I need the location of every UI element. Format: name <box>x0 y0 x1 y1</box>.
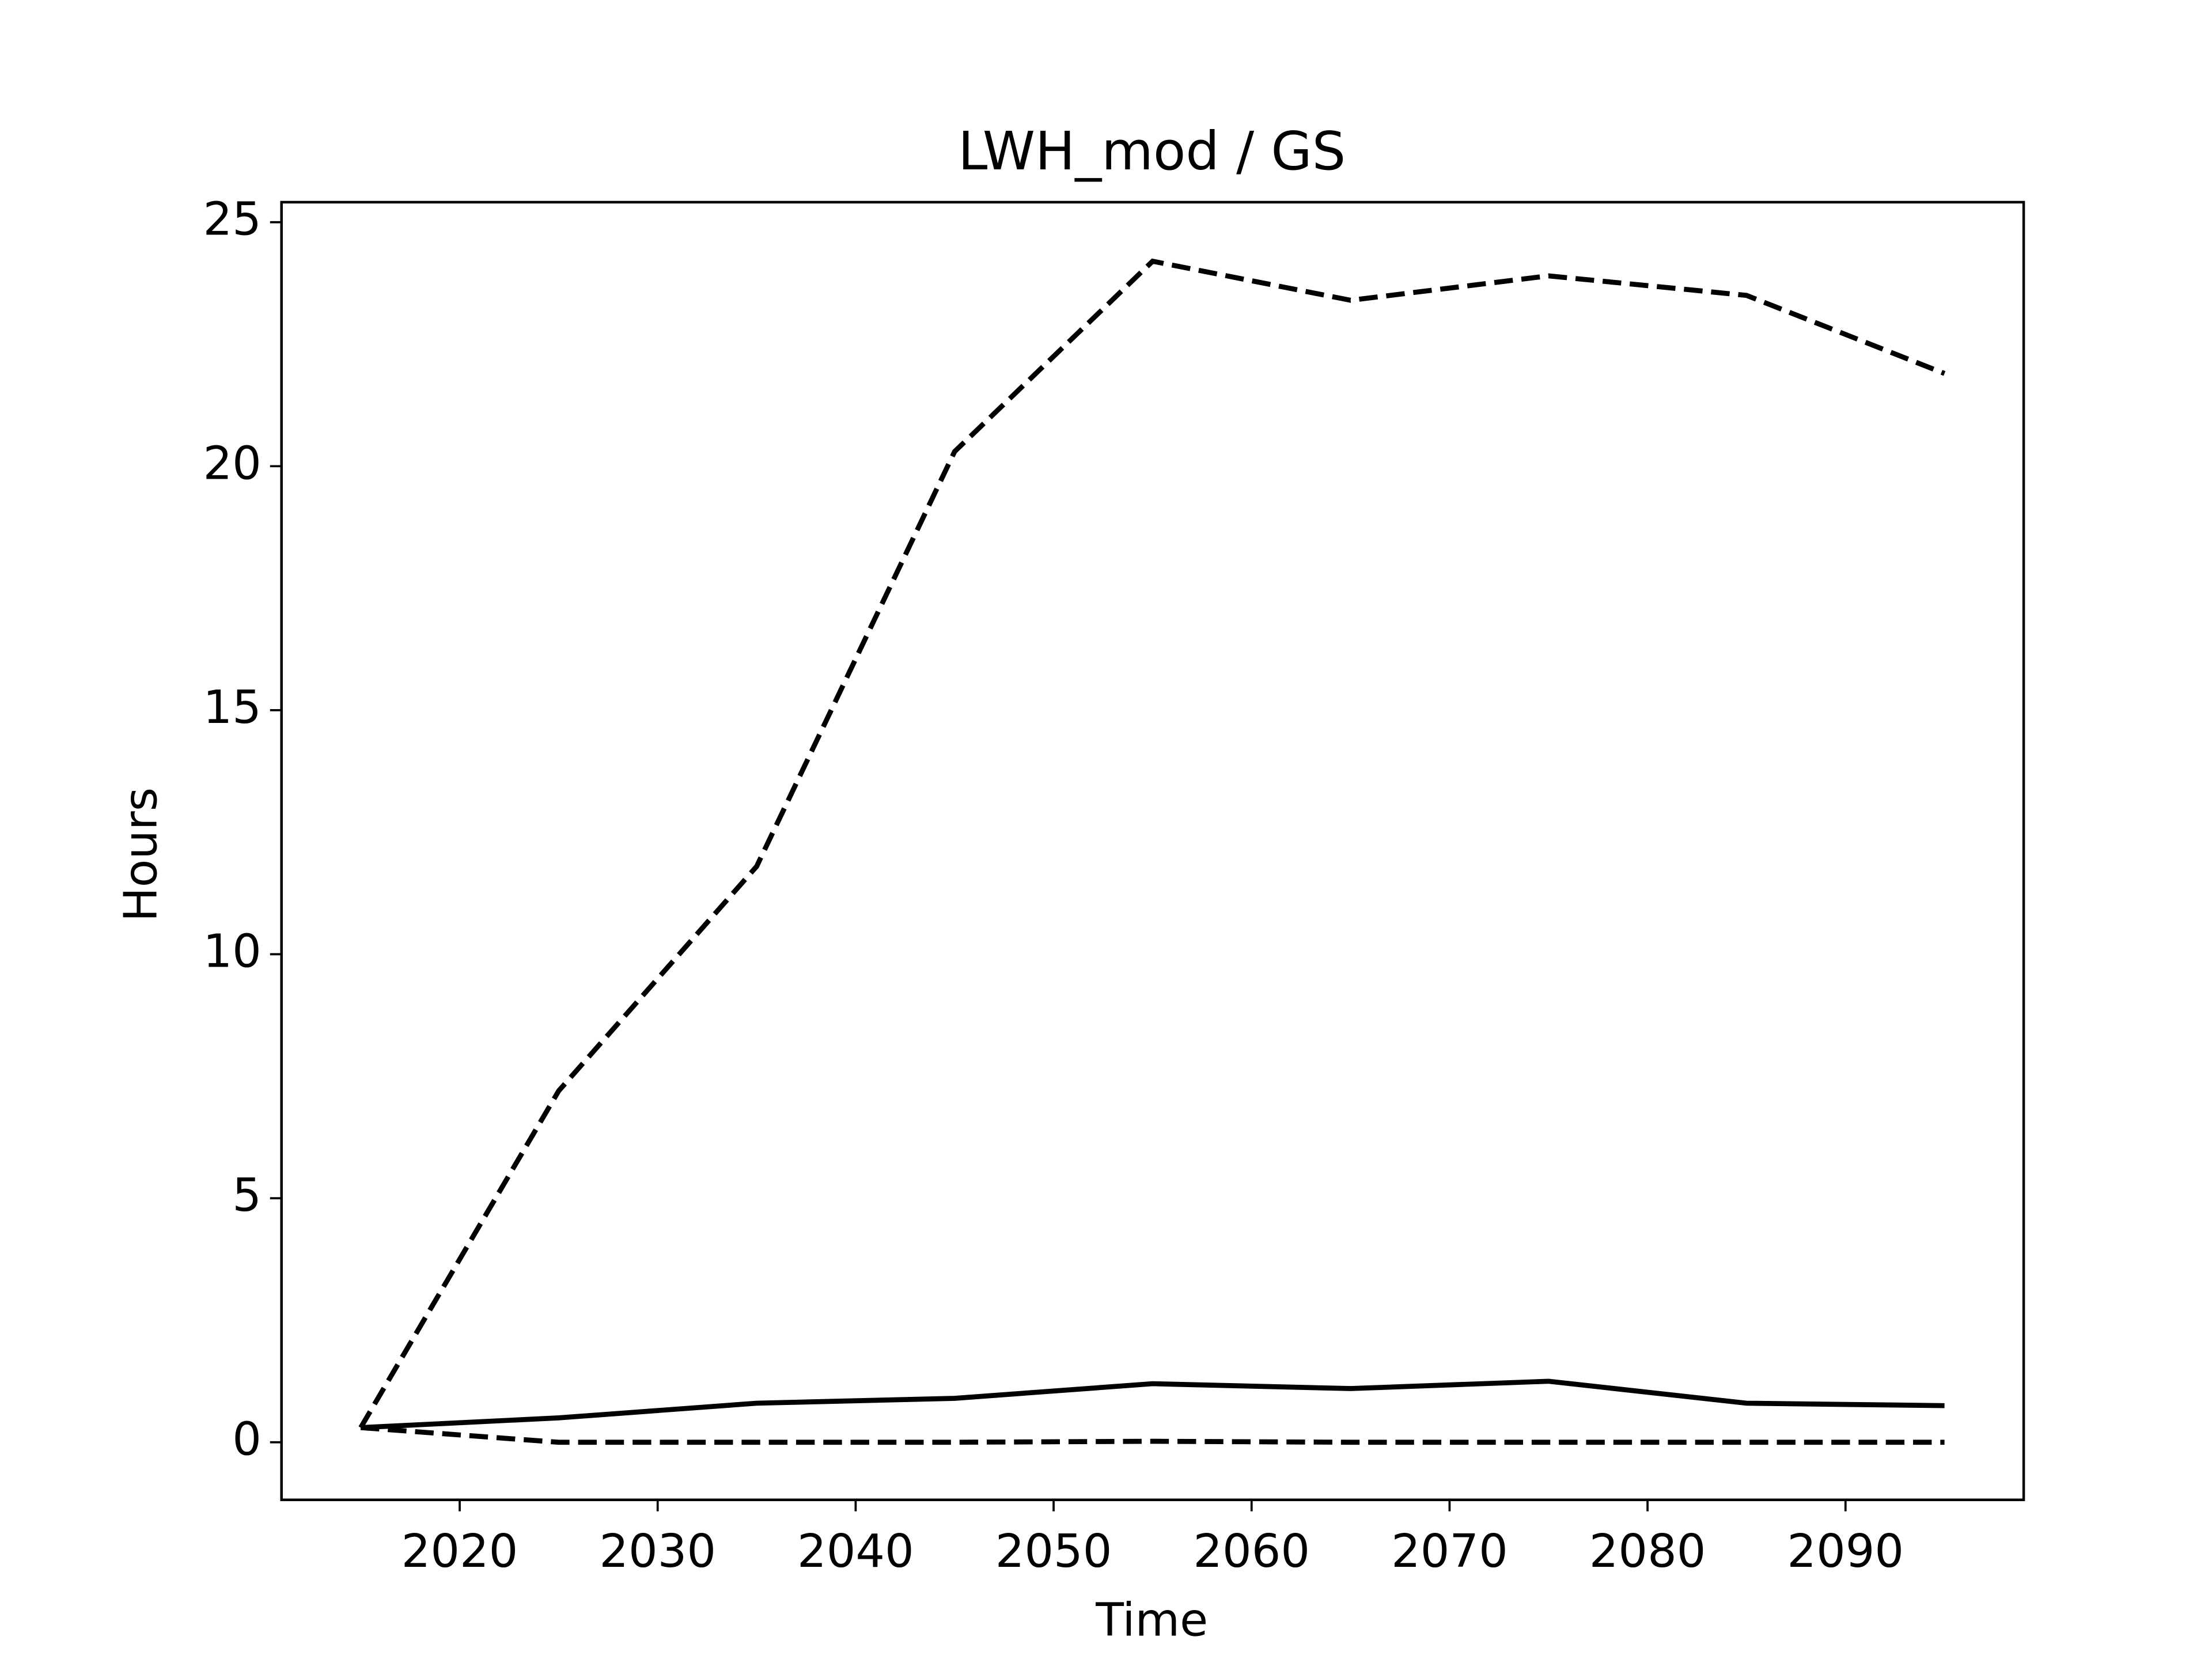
line-series <box>360 1425 1945 1445</box>
x-tick-label: 2030 <box>599 1524 716 1578</box>
plot-frame <box>280 200 2025 1501</box>
y-tick-label: 20 <box>203 436 262 490</box>
x-tick-label: 2060 <box>1193 1524 1310 1578</box>
y-tick-label: 25 <box>203 192 262 246</box>
y-tick-label: 0 <box>232 1412 262 1466</box>
x-tick-label: 2020 <box>402 1524 518 1578</box>
y-tick-label: 10 <box>203 924 262 978</box>
x-tick-label: 2070 <box>1391 1524 1508 1578</box>
line-series <box>360 1378 1945 1430</box>
x-tick-label: 2050 <box>995 1524 1112 1578</box>
x-tick-label: 2080 <box>1589 1524 1706 1578</box>
y-axis-label: Hours <box>114 787 168 922</box>
x-tick-label: 2090 <box>1787 1524 1904 1578</box>
y-tick-label: 15 <box>203 680 262 734</box>
y-tick-label: 5 <box>232 1168 262 1222</box>
x-axis-label: Time <box>1095 1593 1208 1647</box>
x-tick-label: 2040 <box>797 1524 914 1578</box>
chart-title: LWH_mod / GS <box>958 120 1346 182</box>
line-series <box>358 258 1946 1429</box>
